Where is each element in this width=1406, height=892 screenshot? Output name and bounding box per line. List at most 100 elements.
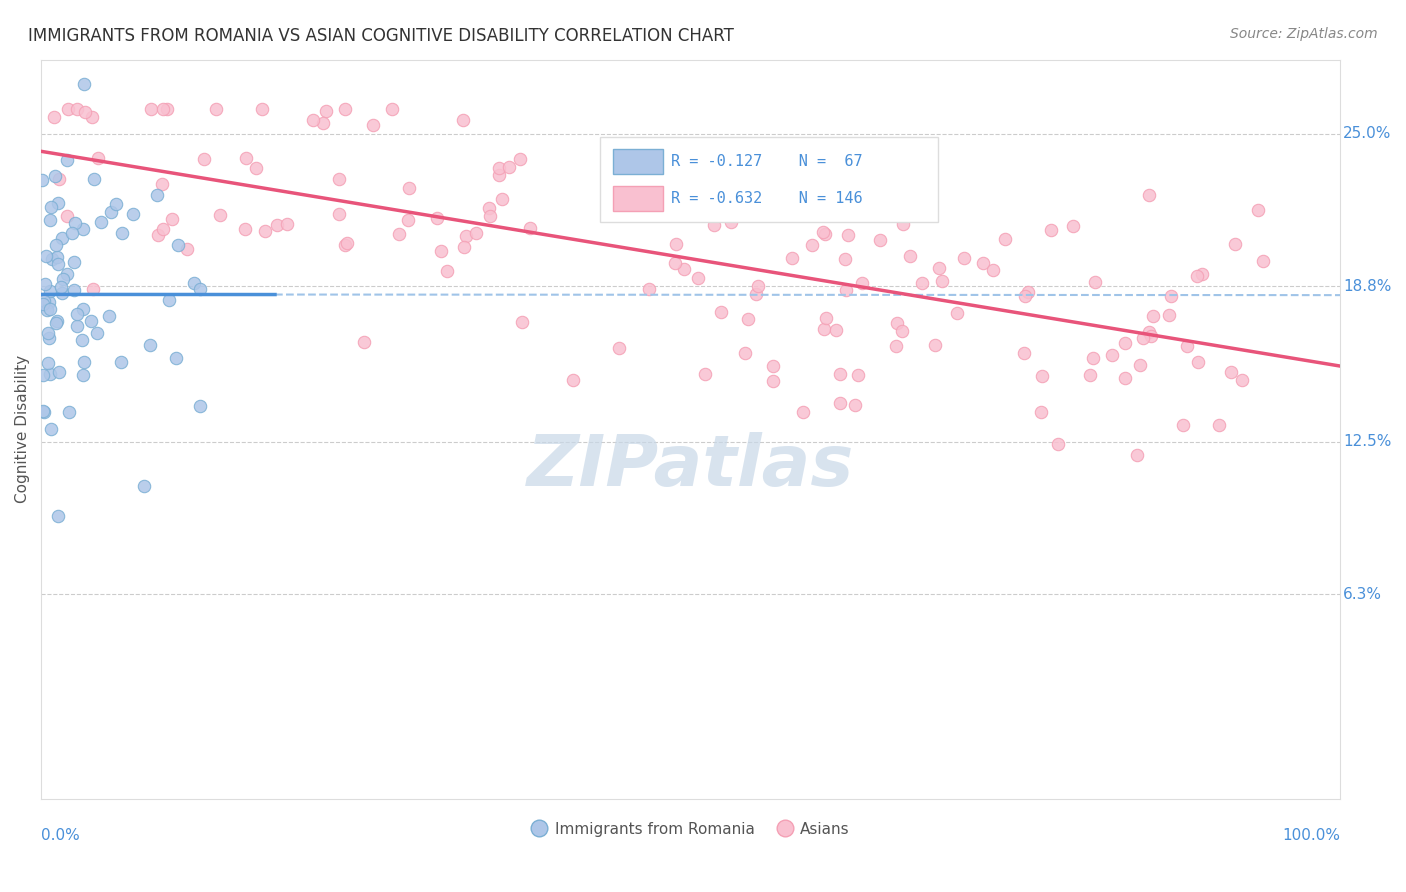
Point [562,373,585,387]
Point [924,337,946,351]
Point [830,396,852,410]
Point [48,366,70,380]
Text: R = -0.127    N =  67: R = -0.127 N = 67 [671,154,863,169]
Point [695,368,717,382]
Point [664,256,686,270]
Text: 100.0%: 100.0% [1282,829,1340,844]
Point [86,151,108,165]
Point [814,227,837,241]
Point [519,221,541,235]
Point [266,218,288,232]
Point [39,284,62,298]
Point [718,186,741,201]
Point [456,229,478,244]
Point [703,218,725,232]
Point [51,230,73,244]
Point [165,351,187,365]
Point [110,355,132,369]
Point [1031,405,1053,419]
Point [453,240,475,254]
Point [1187,355,1209,369]
Point [512,315,534,329]
Point [63,283,86,297]
Point [152,222,174,236]
Point [931,274,953,288]
Point [39,302,62,317]
Point [734,346,756,360]
Point [183,277,205,291]
Point [176,242,198,256]
Point [1084,275,1107,289]
Point [834,283,856,297]
Point [828,367,851,381]
Point [869,233,891,247]
Point [825,323,848,337]
Point [83,171,105,186]
Point [39,422,62,436]
Point [1014,289,1036,303]
Point [488,168,510,182]
Point [315,104,337,119]
Point [1137,188,1160,202]
Point [747,279,769,293]
Point [353,334,375,349]
Point [813,321,835,335]
Point [762,375,785,389]
Point [190,399,212,413]
Text: 6.3%: 6.3% [1343,587,1382,602]
Point [167,238,190,252]
Point [80,110,103,124]
Point [60,226,83,240]
Point [276,217,298,231]
Point [46,508,69,523]
Point [1137,326,1160,340]
Point [928,260,950,275]
Point [146,187,169,202]
Point [250,102,273,116]
Point [46,195,69,210]
Point [35,249,58,263]
Point [1017,285,1039,300]
FancyBboxPatch shape [600,137,938,222]
Point [1223,237,1246,252]
Point [886,316,908,330]
Point [41,252,63,267]
Point [58,405,80,419]
Point [44,169,66,183]
Point [139,102,162,116]
Point [32,404,55,418]
Point [893,217,915,231]
Point [46,257,69,271]
Point [1132,331,1154,345]
Point [1031,368,1053,383]
Point [235,152,257,166]
Point [1157,308,1180,322]
Text: 0.0%: 0.0% [41,829,80,844]
Point [737,312,759,326]
Point [72,221,94,235]
FancyBboxPatch shape [613,186,664,211]
Point [66,307,89,321]
Point [862,206,884,220]
Point [488,161,510,176]
Point [1177,339,1199,353]
Point [792,405,814,419]
Point [491,192,513,206]
Point [193,152,215,166]
Point [160,212,183,227]
Text: ZIPatlas: ZIPatlas [527,432,855,500]
Point [100,205,122,219]
Point [720,215,742,229]
Point [686,271,709,285]
Point [1040,223,1063,237]
Point [37,356,59,370]
Point [1191,267,1213,281]
Point [51,285,73,300]
Point [111,227,134,241]
Point [972,256,994,270]
Point [498,161,520,175]
Point [56,267,79,281]
Point [132,479,155,493]
Point [762,359,785,373]
Point [1232,372,1254,386]
